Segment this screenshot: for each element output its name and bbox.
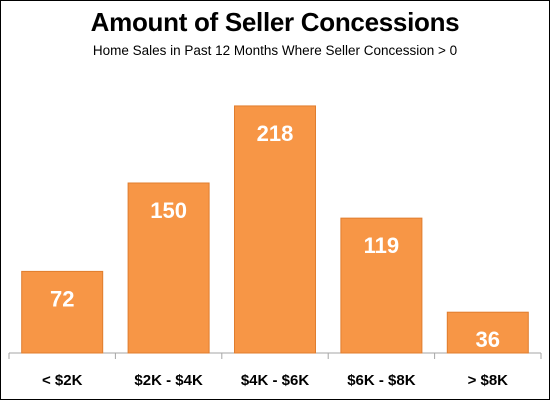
x-tick-label: > $8K <box>468 372 509 389</box>
bar-data-label: 72 <box>50 286 74 311</box>
bar-data-label: 150 <box>150 198 187 223</box>
x-tick-label: $6K - $8K <box>347 372 416 389</box>
x-tick-label: $4K - $6K <box>241 372 310 389</box>
chart-title: Amount of Seller Concessions <box>90 7 460 37</box>
bar <box>234 105 316 354</box>
x-tick-label: $2K - $4K <box>134 372 203 389</box>
bar-data-label: 218 <box>257 121 294 146</box>
bar <box>446 311 529 354</box>
chart-subtitle: Home Sales in Past 12 Months Where Selle… <box>92 43 458 58</box>
bar <box>127 182 210 354</box>
bar <box>21 270 104 354</box>
bar <box>340 217 423 354</box>
x-tick-label: < $2K <box>42 372 83 389</box>
bar-data-label: 119 <box>364 233 400 258</box>
bar-data-label: 36 <box>476 327 500 352</box>
